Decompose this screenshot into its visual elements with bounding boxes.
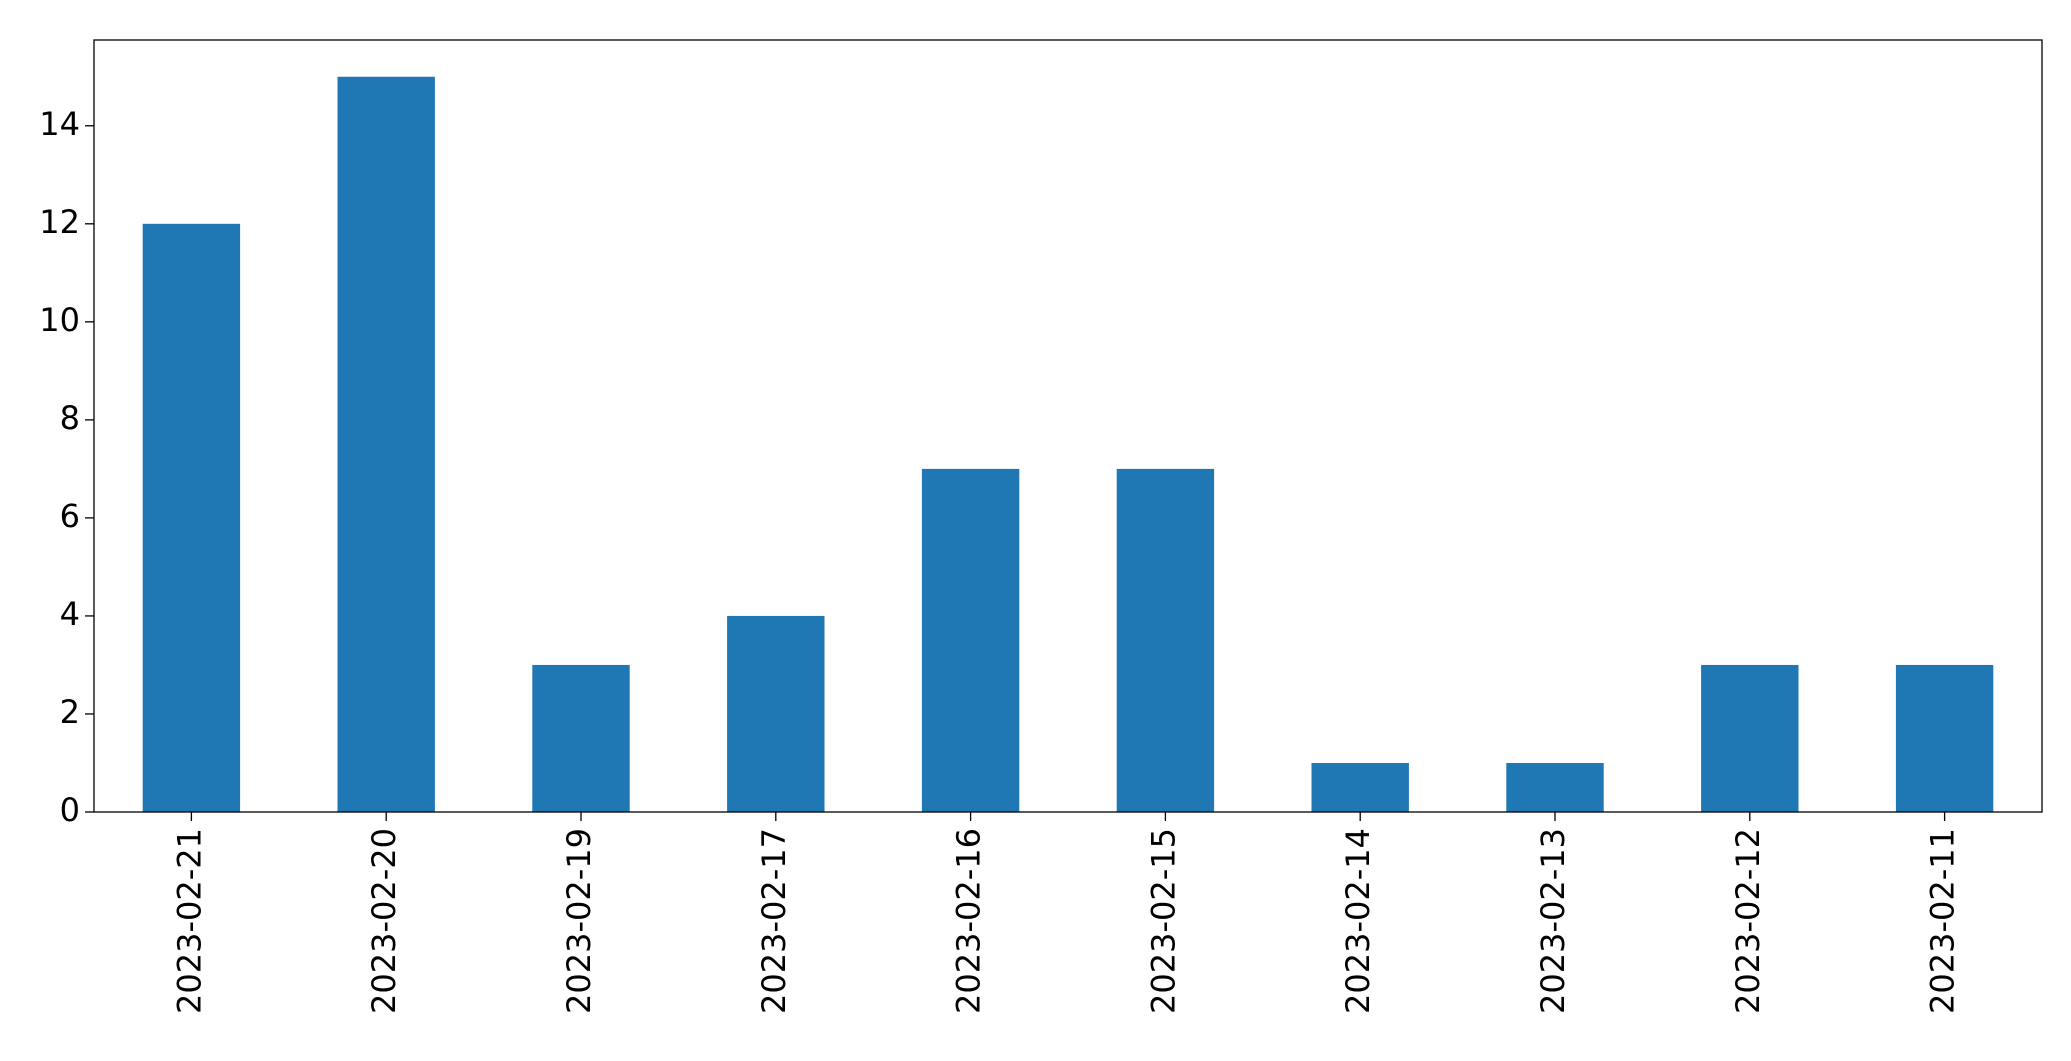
y-tick-label: 4	[60, 595, 80, 633]
x-tick-label: 2023-02-21	[170, 828, 208, 1014]
x-tick-label: 2023-02-14	[1339, 828, 1377, 1014]
x-tick-label: 2023-02-16	[950, 828, 988, 1014]
y-tick-label: 12	[39, 203, 80, 241]
bar	[1506, 762, 1604, 812]
y-tick-label: 10	[39, 301, 80, 339]
y-tick-label: 8	[60, 399, 80, 437]
x-tick-label: 2023-02-13	[1534, 828, 1572, 1014]
bar	[1701, 664, 1799, 812]
y-tick-label: 0	[60, 791, 80, 829]
y-tick-label: 6	[60, 497, 80, 535]
plot-frame	[93, 39, 2043, 813]
bar	[142, 223, 241, 813]
x-tick-label: 2023-02-20	[365, 828, 403, 1014]
x-tick-label: 2023-02-12	[1729, 828, 1767, 1014]
y-tick-label: 2	[60, 693, 80, 731]
y-tick-label: 14	[39, 105, 80, 143]
bar	[532, 664, 630, 812]
bar	[1895, 664, 1994, 812]
x-tick-label: 2023-02-15	[1144, 828, 1182, 1014]
x-tick-label: 2023-02-11	[1924, 828, 1962, 1014]
x-tick-label: 2023-02-17	[755, 828, 793, 1014]
bar	[1311, 762, 1409, 812]
x-tick-label: 2023-02-19	[560, 828, 598, 1014]
bar	[337, 76, 435, 812]
bar	[727, 615, 825, 812]
bar	[921, 468, 1020, 812]
bar	[1116, 468, 1215, 812]
